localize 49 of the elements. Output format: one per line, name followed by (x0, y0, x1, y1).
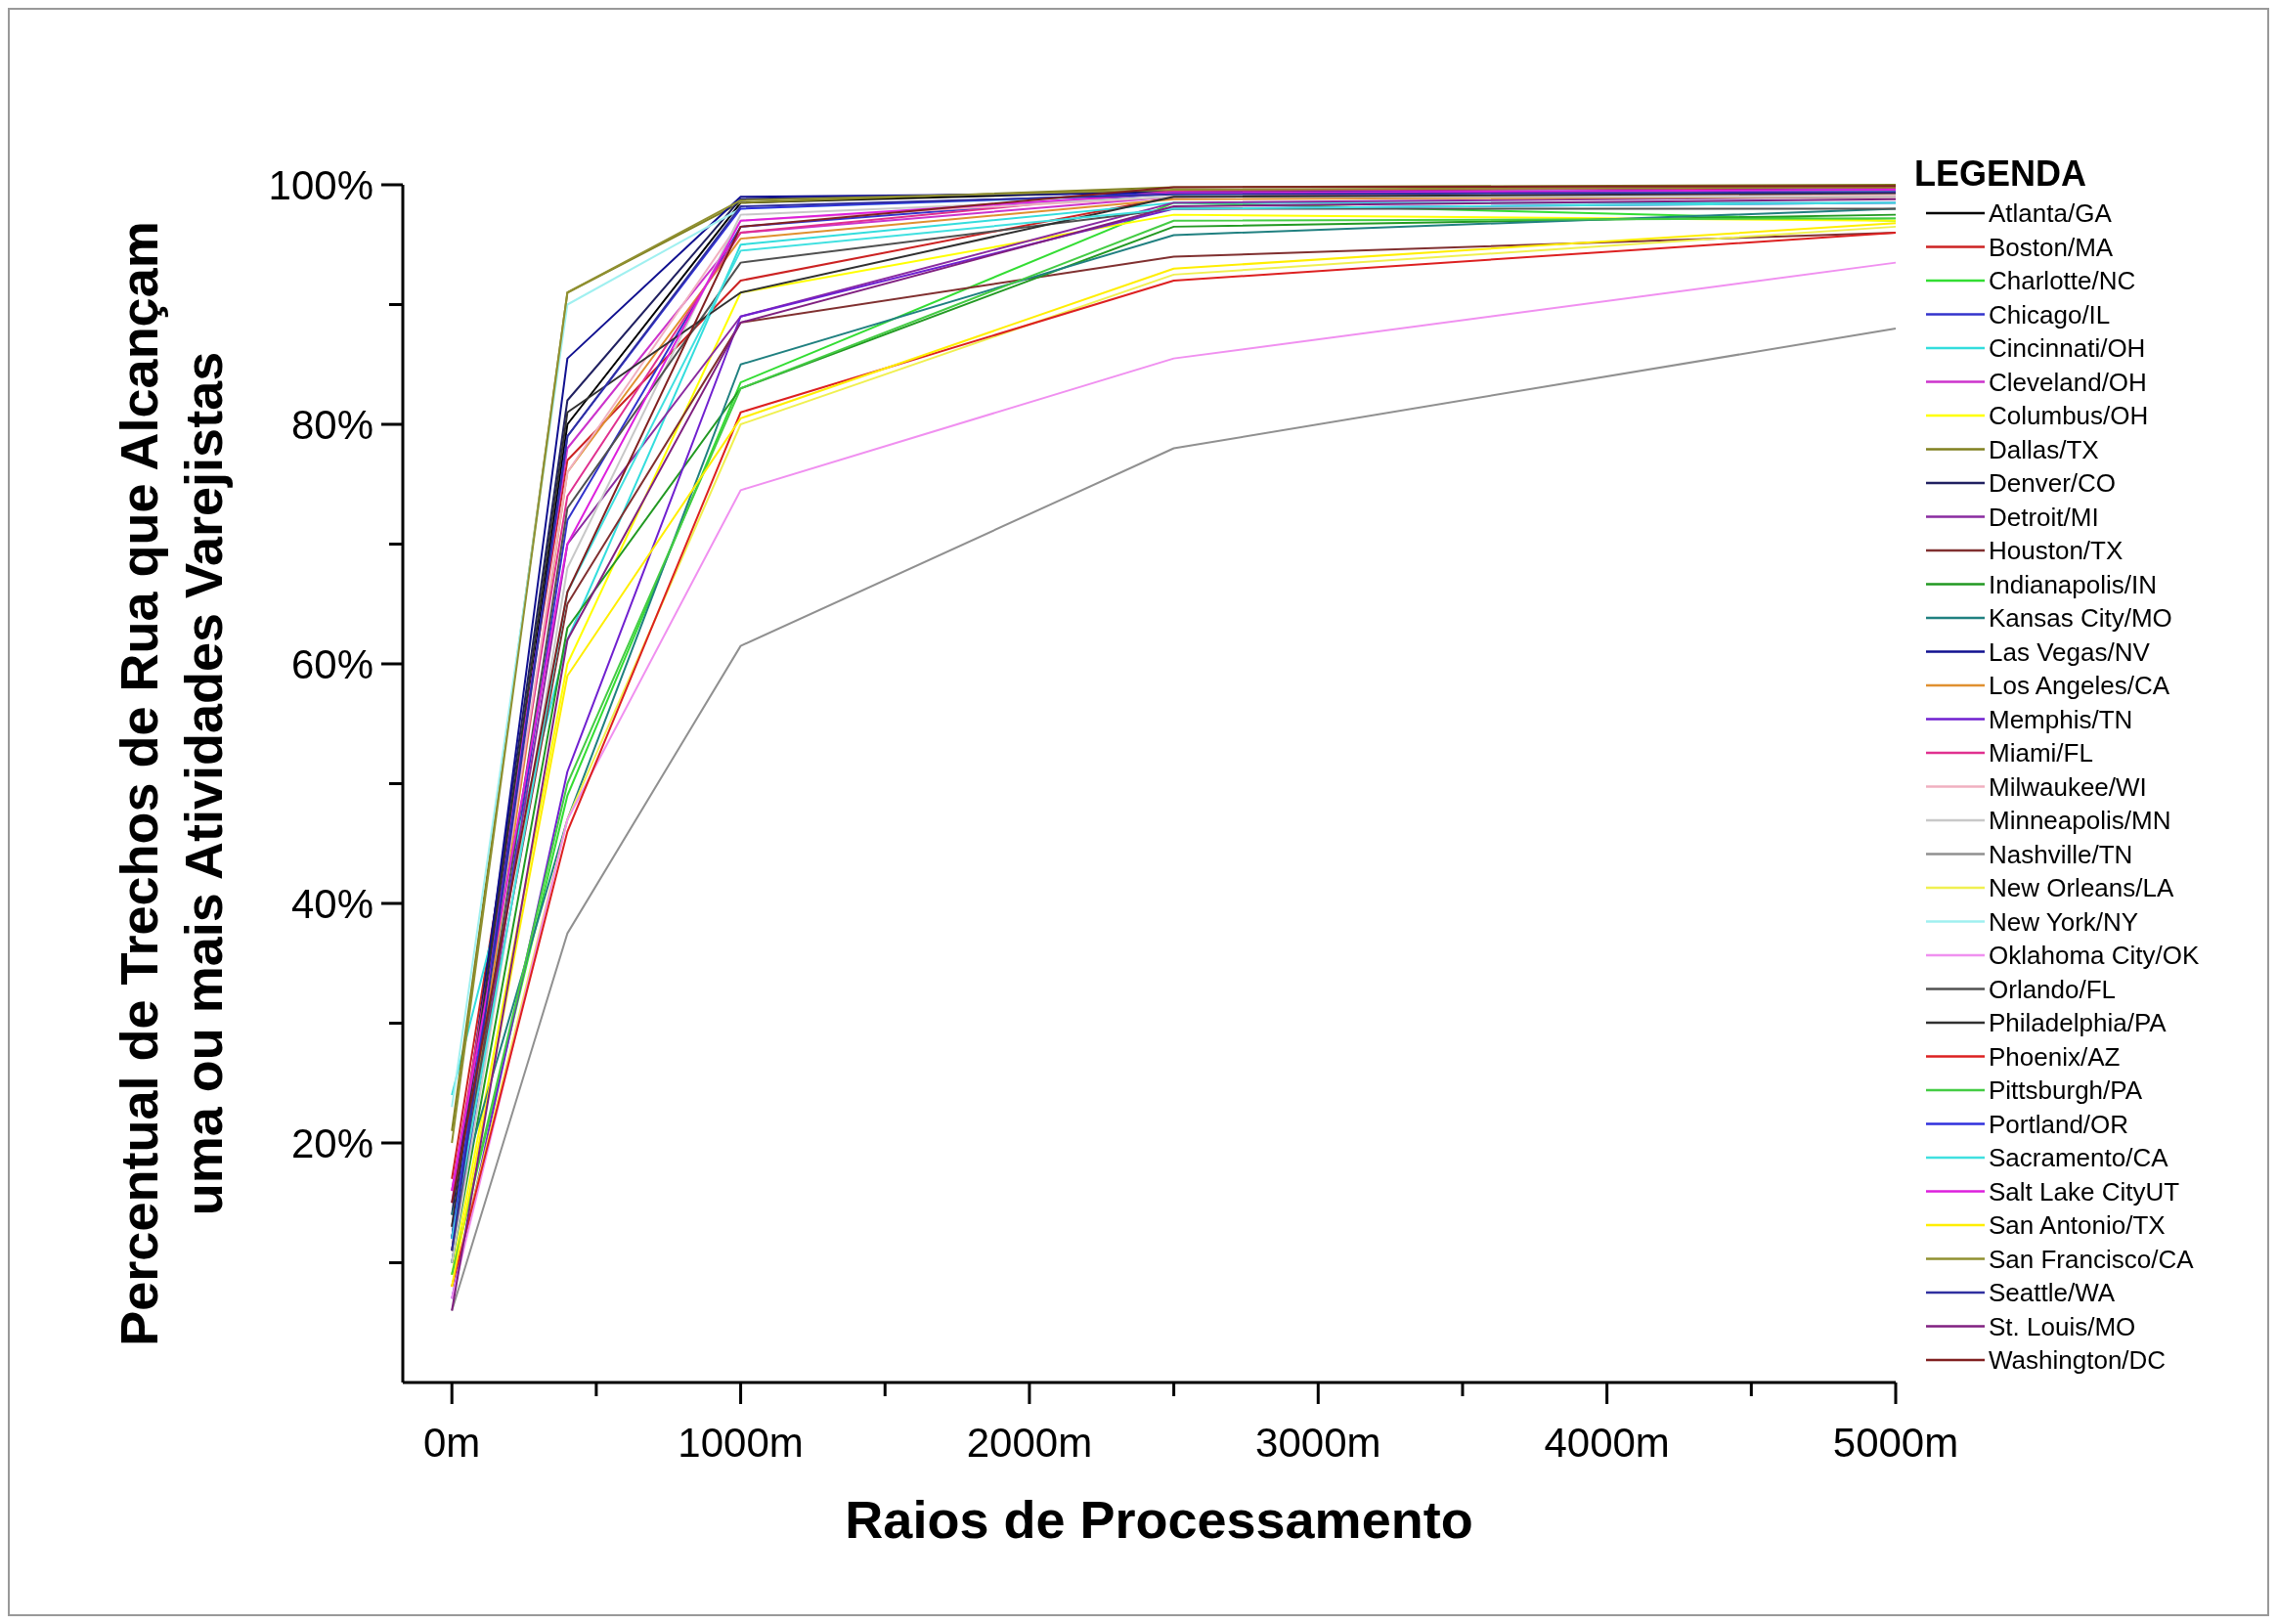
legend-label: Columbus/OH (1989, 401, 2149, 431)
y-tick-label: 60% (290, 640, 373, 687)
legend-label: Kansas City/MO (1989, 603, 2172, 634)
legend-label: Denver/CO (1989, 468, 2117, 499)
legend-label: Los Angeles/CA (1989, 671, 2170, 701)
legend-label: New York/NY (1989, 906, 2139, 937)
x-axis-title: Raios de Processamento (845, 1490, 1473, 1549)
x-tick-label: 1000m (678, 1420, 804, 1466)
x-tick-label: 2000m (966, 1420, 1093, 1466)
y-tick-label: 100% (268, 161, 373, 208)
x-tick-label: 4000m (1544, 1420, 1670, 1466)
legend-label: Washington/DC (1989, 1345, 2167, 1376)
legend-label: Cleveland/OH (1989, 367, 2147, 397)
legend-label: Pittsburgh/PA (1989, 1075, 2143, 1106)
legend-label: San Francisco/CA (1989, 1244, 2195, 1274)
y-tick-label: 40% (290, 880, 373, 927)
legend-label: Phoenix/AZ (1989, 1041, 2121, 1072)
x-tick-label: 0m (423, 1420, 481, 1466)
y-tick-label: 20% (290, 1119, 373, 1166)
y-tick-label: 80% (290, 401, 373, 448)
legend-label: Salt Lake CityUT (1989, 1176, 2180, 1207)
legend-label: Philadelphia/PA (1989, 1008, 2168, 1038)
legend-label: St. Louis/MO (1989, 1311, 2136, 1341)
legend-label: Memphis/TN (1989, 704, 2133, 734)
legend-label: Indianapolis/IN (1989, 569, 2157, 599)
legend-label: Sacramento/CA (1989, 1143, 2169, 1173)
legend-label: San Antonio/TX (1989, 1210, 2166, 1241)
legend-label: Seattle/WA (1989, 1278, 2116, 1308)
legend-label: Houston/TX (1989, 536, 2124, 566)
legend-label: Charlotte/NC (1989, 266, 2136, 296)
legend-label: Boston/MA (1989, 232, 2114, 262)
legend-label: New Orleans/LA (1989, 873, 2174, 903)
legend-label: Detroit/MI (1989, 502, 2099, 532)
legend-label: Las Vegas/NV (1989, 636, 2151, 667)
legend-label: Oklahoma City/OK (1989, 941, 2200, 971)
legend-label: Portland/OR (1989, 1109, 2129, 1139)
x-tick-label: 3000m (1255, 1420, 1381, 1466)
legend-label: Miami/FL (1989, 738, 2093, 768)
legend-label: Nashville/TN (1989, 839, 2133, 869)
legend-label: Milwaukee/WI (1989, 771, 2147, 802)
x-tick-label: 5000m (1832, 1420, 1959, 1466)
legend-label: Dallas/TX (1989, 434, 2099, 464)
legend-label: Minneapolis/MN (1989, 806, 2171, 836)
legend-label: Orlando/FL (1989, 974, 2117, 1004)
legend-label: Chicago/IL (1989, 299, 2111, 329)
legend-label: Atlanta/GA (1989, 198, 2113, 229)
legend-label: Cincinnati/OH (1989, 333, 2146, 364)
y-axis-title: Percentual de Trechos de Rua que Alcançam uma ou mais Atividades Varejistas (109, 221, 233, 1346)
legend-title: LEGENDA (1914, 154, 2087, 194)
